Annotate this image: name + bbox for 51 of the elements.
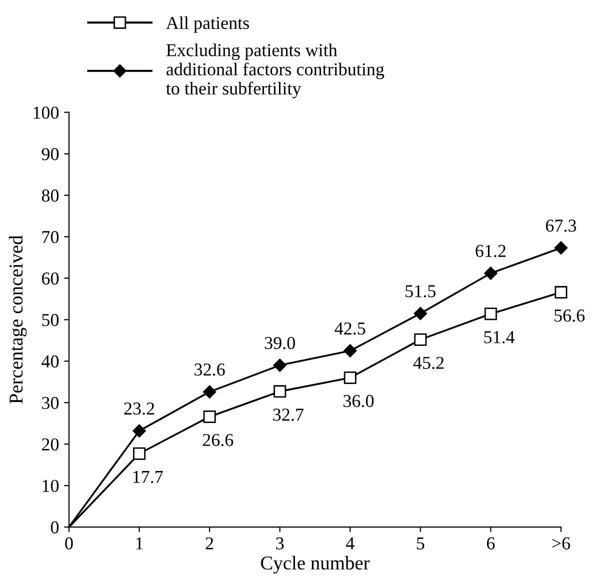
data-label: 26.6 <box>202 434 234 446</box>
point <box>554 241 568 255</box>
data-label: 17.7 <box>133 470 163 484</box>
legend-label: All patients <box>166 16 249 33</box>
data-label: 51.5 <box>406 285 436 298</box>
y-tick-label: 0 <box>50 521 59 534</box>
x-tick-label: 5 <box>416 537 424 550</box>
x-tick-label: 4 <box>346 537 354 550</box>
data-label: 32.6 <box>194 364 225 376</box>
point <box>133 447 146 460</box>
data-label: 56.6 <box>554 310 585 322</box>
point <box>414 306 428 320</box>
y-tick-label: 30 <box>42 396 59 410</box>
x-tick-label: >6 <box>552 537 570 550</box>
y-tick-label: 70 <box>42 230 59 244</box>
point <box>484 308 497 320</box>
point <box>344 371 356 384</box>
data-label: 45.2 <box>413 356 444 370</box>
x-tick-label: 0 <box>65 537 73 550</box>
data-label: 39.0 <box>264 336 295 350</box>
data-label: 32.7 <box>273 408 304 421</box>
y-tick-label: 10 <box>42 480 59 492</box>
legend-label: Excluding patients with additional factors contributing to their subfertility <box>166 44 384 98</box>
data-label: 36.0 <box>344 394 374 408</box>
data-label: 23.2 <box>124 402 154 415</box>
point <box>274 385 286 398</box>
point <box>203 410 216 423</box>
y-tick-label: 50 <box>42 314 59 326</box>
x-tick-label: 6 <box>486 537 495 550</box>
data-label: 42.5 <box>334 322 366 335</box>
y-tick-label: 40 <box>42 355 59 368</box>
point <box>554 286 568 299</box>
y-tick-label: 90 <box>42 148 59 160</box>
y-tick-label: 20 <box>42 438 59 451</box>
point <box>132 424 146 438</box>
x-tick-label: 2 <box>206 537 214 550</box>
point <box>202 385 216 398</box>
data-label: 61.2 <box>476 244 506 258</box>
data-label: 67.3 <box>546 220 576 232</box>
x-axis-title: Cycle number <box>260 556 370 574</box>
x-tick-label: 3 <box>276 537 284 550</box>
point <box>344 344 357 358</box>
y-tick-label: 60 <box>42 272 59 285</box>
point <box>414 333 427 346</box>
data-label: 51.4 <box>484 331 515 344</box>
y-tick-label: 80 <box>42 190 59 202</box>
y-axis-title: Percentage conceived <box>8 235 27 404</box>
y-tick-label: 100 <box>34 106 59 119</box>
x-tick-label: 1 <box>136 537 143 550</box>
point <box>484 266 498 280</box>
point <box>273 358 286 372</box>
